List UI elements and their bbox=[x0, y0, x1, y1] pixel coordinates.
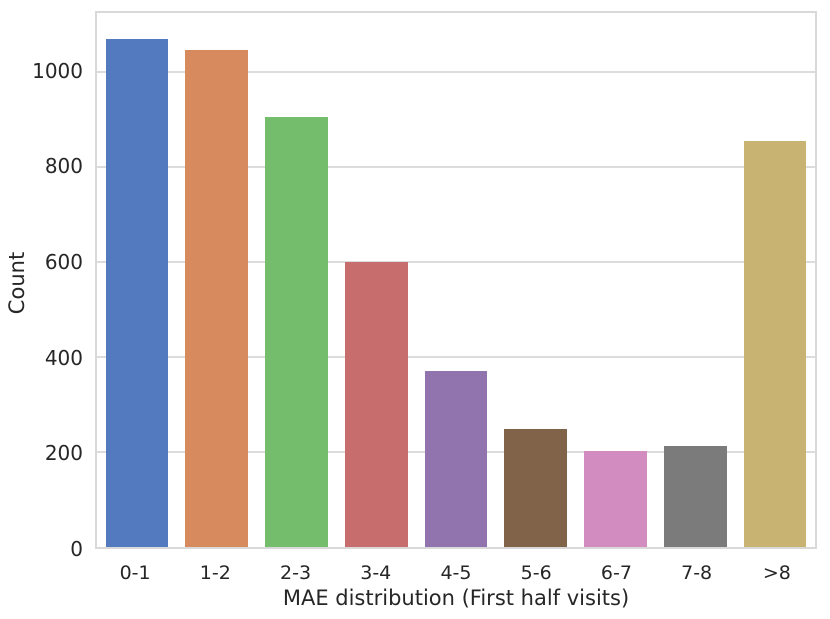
bar-2-3 bbox=[265, 117, 328, 547]
ytick-label-400: 400 bbox=[44, 345, 83, 370]
bar-3-4 bbox=[344, 262, 408, 547]
bar->8 bbox=[743, 140, 807, 547]
xtick-label-4-5: 4-5 bbox=[440, 562, 472, 584]
ytick-label-600: 600 bbox=[44, 250, 83, 275]
bar-5-6 bbox=[504, 429, 568, 547]
ytick-label-1000: 1000 bbox=[32, 58, 83, 83]
bar-6-7 bbox=[584, 450, 647, 547]
gridline-800 bbox=[97, 166, 815, 169]
bar-slot->8 bbox=[735, 13, 815, 547]
bar-slot-6-7 bbox=[576, 13, 656, 547]
ytick-label-800: 800 bbox=[44, 154, 83, 179]
plot-area bbox=[95, 11, 817, 549]
y-axis-label: Count bbox=[5, 251, 29, 315]
bar-slot-3-4 bbox=[336, 13, 416, 547]
bar-0-1 bbox=[105, 39, 169, 547]
bar-slot-4-5 bbox=[416, 13, 496, 547]
xtick-label->8: >8 bbox=[762, 562, 791, 584]
bar-slot-0-1 bbox=[97, 13, 177, 547]
bar-slot-2-3 bbox=[257, 13, 337, 547]
ytick-label-0: 0 bbox=[70, 537, 83, 561]
bar-slot-1-2 bbox=[177, 13, 257, 547]
bar-1-2 bbox=[185, 49, 249, 547]
bars-container bbox=[97, 13, 815, 547]
y-axis-tick-labels: 0 200 400 600 800 1000 bbox=[0, 0, 83, 619]
gridline-400 bbox=[97, 356, 815, 359]
gridline-600 bbox=[97, 261, 815, 264]
x-axis-label: MAE distribution (First half visits) bbox=[282, 586, 630, 610]
bar-7-8 bbox=[664, 445, 727, 547]
ytick-label-200: 200 bbox=[44, 441, 83, 466]
bar-slot-5-6 bbox=[496, 13, 576, 547]
xtick-label-6-7: 6-7 bbox=[600, 562, 632, 584]
bar-slot-7-8 bbox=[655, 13, 735, 547]
gridline-1000 bbox=[97, 71, 815, 74]
xtick-label-2-3: 2-3 bbox=[280, 562, 312, 584]
xtick-label-0-1: 0-1 bbox=[119, 562, 151, 584]
xtick-label-1-2: 1-2 bbox=[199, 562, 231, 584]
xtick-label-7-8: 7-8 bbox=[681, 562, 713, 584]
bar-4-5 bbox=[424, 371, 488, 547]
x-axis-tick-labels: 0-1 1-2 2-3 3-4 4-5 5-6 6-7 7-8 >8 bbox=[95, 562, 817, 584]
xtick-label-5-6: 5-6 bbox=[520, 562, 552, 584]
xtick-label-3-4: 3-4 bbox=[360, 562, 392, 584]
